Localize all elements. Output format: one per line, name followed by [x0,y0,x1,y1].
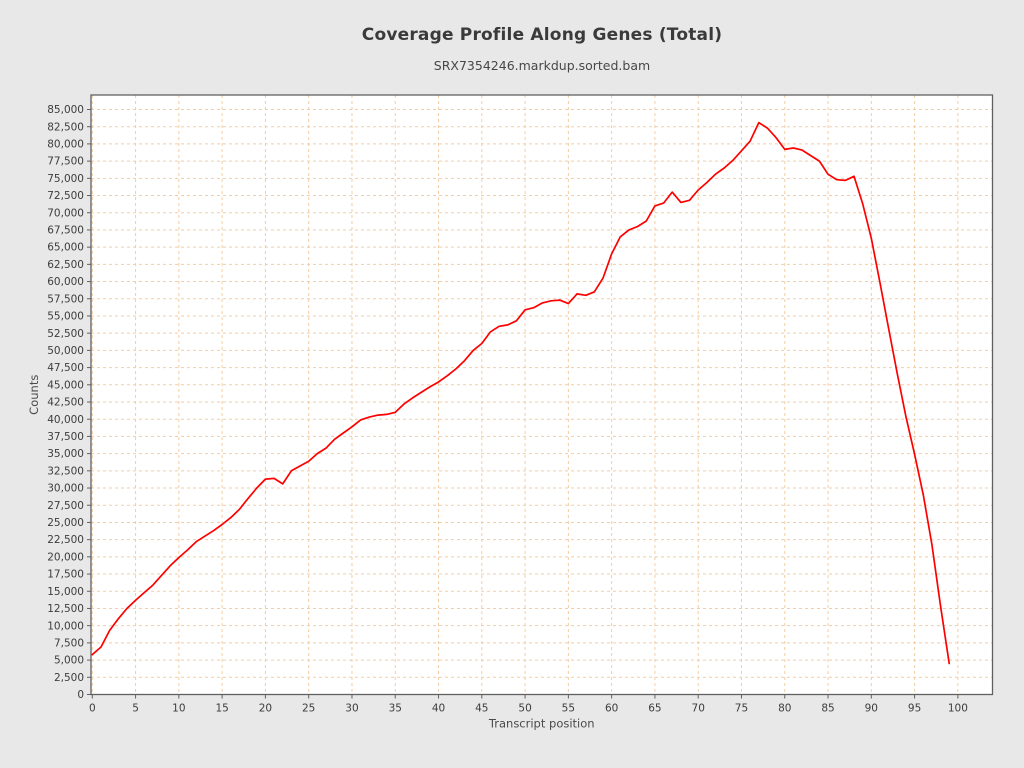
svg-text:75: 75 [735,703,748,715]
svg-text:85,000: 85,000 [47,104,84,116]
svg-text:90: 90 [865,703,878,715]
y-axis-label: Counts [27,375,41,415]
svg-text:45: 45 [475,703,488,715]
svg-text:60: 60 [605,703,618,715]
svg-text:80,000: 80,000 [47,139,84,151]
svg-text:52,500: 52,500 [47,328,84,340]
svg-text:7,500: 7,500 [54,637,84,649]
svg-text:32,500: 32,500 [47,465,84,477]
svg-text:30: 30 [345,703,358,715]
svg-text:55,000: 55,000 [47,311,84,323]
svg-text:100: 100 [948,703,968,715]
svg-text:20: 20 [259,703,272,715]
svg-text:15: 15 [215,703,228,715]
svg-text:10: 10 [172,703,185,715]
svg-text:70,000: 70,000 [47,207,84,219]
svg-text:57,500: 57,500 [47,293,84,305]
svg-text:65,000: 65,000 [47,242,84,254]
x-axis-label: Transcript position [488,717,595,731]
svg-text:80: 80 [778,703,791,715]
svg-text:27,500: 27,500 [47,500,84,512]
svg-text:75,000: 75,000 [47,173,84,185]
svg-text:22,500: 22,500 [47,534,84,546]
plot-frame [90,94,994,696]
svg-text:2,500: 2,500 [54,672,84,684]
svg-text:62,500: 62,500 [47,259,84,271]
svg-text:47,500: 47,500 [47,362,84,374]
chart-title: Coverage Profile Along Genes (Total) [361,25,723,45]
svg-text:77,500: 77,500 [47,156,84,168]
y-axis-ticks: 0 2,500 5,000 7,500 10,000 12,500 15,000 17,500… [47,104,91,701]
v-gridlines [91,95,959,695]
svg-text:12,500: 12,500 [47,603,84,615]
svg-text:0: 0 [77,689,84,701]
svg-text:42,500: 42,500 [47,397,84,409]
svg-text:10,000: 10,000 [47,620,84,632]
svg-text:95: 95 [908,703,921,715]
svg-text:50,000: 50,000 [47,345,84,357]
svg-text:40: 40 [432,703,445,715]
series-line [91,121,951,665]
svg-text:70: 70 [692,703,705,715]
svg-text:37,500: 37,500 [47,431,84,443]
svg-text:5: 5 [132,703,139,715]
x-axis-ticks: 0 5 10 15 20 25 30 35 40 45 50 55 60 65 70 75 80 85 90 95 10… [89,694,968,715]
svg-text:17,500: 17,500 [47,569,84,581]
plot-area [91,95,993,695]
chart-subtitle: SRX7354246.markdup.sorted.bam [433,58,651,73]
svg-text:5,000: 5,000 [54,655,84,667]
svg-text:67,500: 67,500 [47,225,84,237]
svg-text:35: 35 [389,703,402,715]
svg-text:50: 50 [518,703,531,715]
svg-text:0: 0 [89,703,96,715]
svg-text:45,000: 45,000 [47,379,84,391]
svg-text:60,000: 60,000 [47,276,84,288]
svg-text:20,000: 20,000 [47,551,84,563]
svg-text:40,000: 40,000 [47,414,84,426]
svg-text:55: 55 [562,703,575,715]
svg-text:25: 25 [302,703,315,715]
svg-text:65: 65 [648,703,661,715]
svg-text:15,000: 15,000 [47,586,84,598]
h-gridlines [91,109,993,678]
svg-text:30,000: 30,000 [47,483,84,495]
svg-text:72,500: 72,500 [47,190,84,202]
svg-text:25,000: 25,000 [47,517,84,529]
svg-text:82,500: 82,500 [47,121,84,133]
svg-text:85: 85 [821,703,834,715]
svg-text:35,000: 35,000 [47,448,84,460]
